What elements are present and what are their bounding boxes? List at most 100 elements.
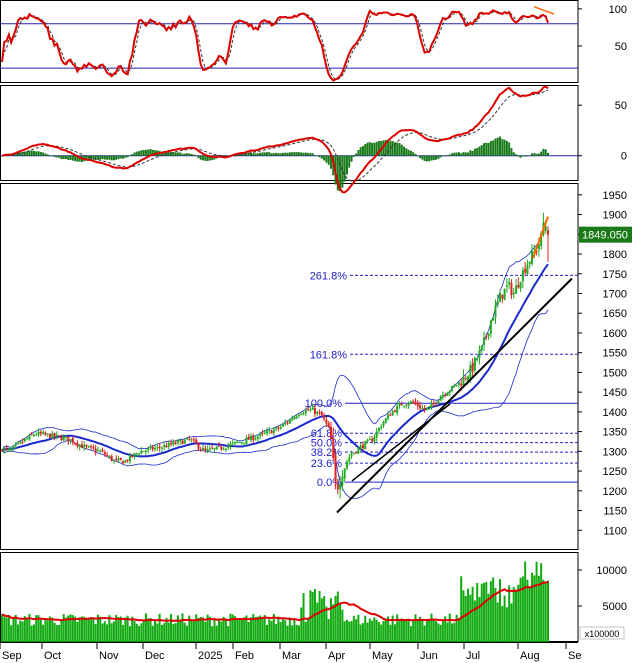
candle-body <box>304 410 307 414</box>
candle-body <box>42 432 45 434</box>
macd-histogram-bar <box>176 152 179 156</box>
candle-body <box>359 445 362 449</box>
volume-unit-box <box>579 626 625 640</box>
volume-bar <box>464 595 467 642</box>
volume-bar <box>199 616 202 642</box>
volume-bar <box>67 615 70 642</box>
macd-histogram-bar <box>348 155 351 168</box>
volume-bar <box>147 618 150 642</box>
volume-bar <box>519 577 522 642</box>
volume-bar <box>160 624 163 642</box>
candle-body <box>409 401 412 404</box>
macd-histogram-bar <box>128 155 131 156</box>
volume-bar <box>23 616 26 642</box>
candle-body <box>176 440 179 444</box>
macd-histogram-bar <box>138 151 141 156</box>
volume-bar <box>396 614 399 642</box>
candle-body <box>345 461 348 469</box>
volume-bar <box>483 582 486 642</box>
volume-bar <box>478 597 481 642</box>
macd-histogram-bar <box>409 150 412 156</box>
volume-bar <box>439 624 442 642</box>
macd-histogram-bar <box>101 155 104 160</box>
candle-body <box>297 414 300 417</box>
month-label: Apr <box>328 650 345 662</box>
macd-histogram-bar <box>483 143 486 156</box>
candle-body <box>270 430 273 434</box>
volume-bar <box>151 625 154 642</box>
volume-bar <box>37 615 40 642</box>
candle-body <box>154 447 157 450</box>
candle-body <box>35 434 38 436</box>
macd-histogram-bar <box>94 155 97 161</box>
volume-bar <box>382 620 385 642</box>
macd-histogram-bar <box>211 155 214 161</box>
candle-body <box>142 451 145 453</box>
candle-body <box>234 441 237 444</box>
candle-body <box>416 402 419 407</box>
candle-body <box>300 413 303 415</box>
volume-bar <box>181 613 184 642</box>
candle-body <box>202 448 205 450</box>
candle-body <box>183 439 186 444</box>
volume-bar <box>188 615 191 642</box>
candle-body <box>464 378 467 380</box>
candle-body <box>218 445 221 447</box>
volume-bar <box>268 619 271 642</box>
candle-body <box>334 455 337 483</box>
volume-bar <box>409 626 412 642</box>
volume-bar <box>156 623 159 642</box>
volume-bar <box>380 624 383 642</box>
volume-bar <box>174 623 177 642</box>
price-tick-label: 1900 <box>603 210 627 222</box>
volume-bar <box>5 617 8 642</box>
macd-histogram-bar <box>197 155 200 159</box>
volume-bar <box>39 618 42 642</box>
volume-bar <box>96 614 99 642</box>
volume-bar <box>170 613 173 642</box>
volume-bar <box>279 622 282 642</box>
macd-histogram-bar <box>252 153 255 156</box>
volume-bar <box>190 620 193 642</box>
macd-histogram-bar <box>361 146 364 156</box>
macd-histogram-bar <box>51 155 54 157</box>
volume-bar <box>108 615 111 642</box>
volume-bar <box>92 618 95 642</box>
macd-histogram-bar <box>517 155 520 157</box>
macd-histogram-bar <box>339 155 342 192</box>
price-tick-label: 1100 <box>603 525 627 537</box>
candle-body <box>318 412 321 414</box>
macd-histogram-bar <box>42 152 45 156</box>
candle-body <box>62 436 65 441</box>
volume-bar <box>471 586 474 642</box>
volume-bar <box>99 616 102 642</box>
candle-body <box>343 468 346 479</box>
price-tick-label: 1950 <box>603 190 627 202</box>
volume-bar <box>3 616 6 642</box>
candle-body <box>92 447 95 449</box>
candle-body <box>286 422 289 424</box>
macd-histogram-bar <box>336 155 339 191</box>
candle-body <box>279 427 282 429</box>
volume-bar <box>503 595 506 642</box>
volume-bar <box>21 621 24 642</box>
candle-body <box>149 446 152 448</box>
macd-histogram-bar <box>106 155 109 160</box>
macd-histogram-bar <box>71 155 74 161</box>
candle-body <box>505 285 508 287</box>
macd-histogram-bar <box>14 153 17 156</box>
volume-bar <box>489 581 492 642</box>
macd-histogram-bar <box>355 153 358 156</box>
candle-body <box>325 419 328 424</box>
volume-bar <box>405 620 408 642</box>
candle-body <box>213 448 216 450</box>
macd-histogram-bar <box>272 153 275 156</box>
candle-body <box>128 455 131 462</box>
macd-histogram-bar <box>67 155 70 160</box>
price-tick-label: 1800 <box>603 249 627 261</box>
month-label: Se <box>568 650 581 662</box>
candle-body <box>46 433 49 435</box>
macd-histogram-bar <box>471 150 474 156</box>
month-label: Dec <box>145 650 165 662</box>
macd-histogram-bar <box>391 141 394 156</box>
